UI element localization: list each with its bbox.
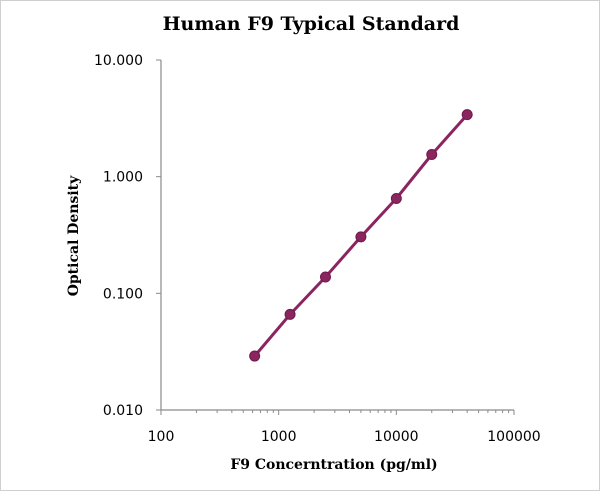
chart-title: Human F9 Typical Standard [163,13,460,35]
y-axis-label: Optical Density [66,175,82,296]
x-axis-label: F9 Concerntration (pg/ml) [230,457,437,473]
data-point [249,350,261,362]
data-point [284,308,296,320]
data-point [355,231,367,243]
data-point [319,271,331,283]
x-tick-label: 100000 [487,429,540,445]
data-point [461,109,473,121]
data-point [426,148,438,160]
data-point [390,192,402,204]
y-tick-label: 10.000 [94,53,143,69]
x-tick-label: 10000 [374,429,419,445]
y-tick-label: 0.100 [103,286,143,302]
x-tick-label: 100 [148,429,175,445]
y-tick-label: 1.000 [103,170,143,186]
x-tick-label: 1000 [261,429,297,445]
y-tick-label: 0.010 [103,403,143,419]
